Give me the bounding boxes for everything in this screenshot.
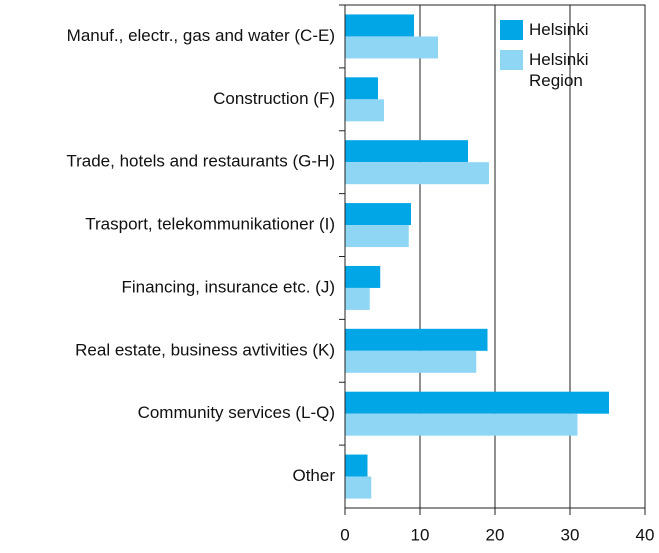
bar [345, 413, 578, 436]
y-tick-label: Community services (L-Q) [138, 403, 335, 422]
legend-swatch [500, 50, 523, 70]
y-tick-label: Financing, insurance etc. (J) [121, 277, 335, 296]
x-tick-label: 10 [411, 525, 430, 544]
legend-label: Helsinki Region [529, 50, 589, 90]
bar [345, 328, 488, 351]
legend-item: Helsinki Region [529, 50, 589, 90]
bar [345, 391, 609, 414]
bar [345, 162, 489, 185]
y-tick-label: Construction (F) [213, 89, 335, 108]
bar [345, 476, 372, 499]
y-tick-label: Trasport, telekommunikationer (I) [85, 215, 335, 234]
y-tick-label: Trade, hotels and restaurants (G-H) [66, 152, 335, 171]
y-tick-label: Manuf., electr., gas and water (C-E) [67, 26, 335, 45]
x-tick-label: 30 [561, 525, 580, 544]
legend-label: Helsinki [529, 20, 589, 39]
bar [345, 77, 378, 100]
x-tick-label: 40 [636, 525, 655, 544]
bar [345, 99, 384, 122]
plot-frame [344, 4, 646, 509]
bar [345, 454, 368, 477]
bar [345, 225, 409, 248]
y-tick-label: Real estate, business avtivities (K) [75, 340, 335, 359]
bar [345, 140, 468, 163]
legend-swatch [500, 20, 523, 40]
x-tick-label: 0 [340, 525, 349, 544]
y-tick-label: Other [292, 466, 335, 485]
bar [345, 36, 438, 59]
bar [345, 287, 370, 310]
bar [345, 14, 414, 37]
legend-item: Helsinki [529, 20, 589, 39]
bar [345, 265, 381, 288]
bar [345, 350, 477, 373]
x-tick-label: 20 [486, 525, 505, 544]
bar [345, 203, 411, 226]
